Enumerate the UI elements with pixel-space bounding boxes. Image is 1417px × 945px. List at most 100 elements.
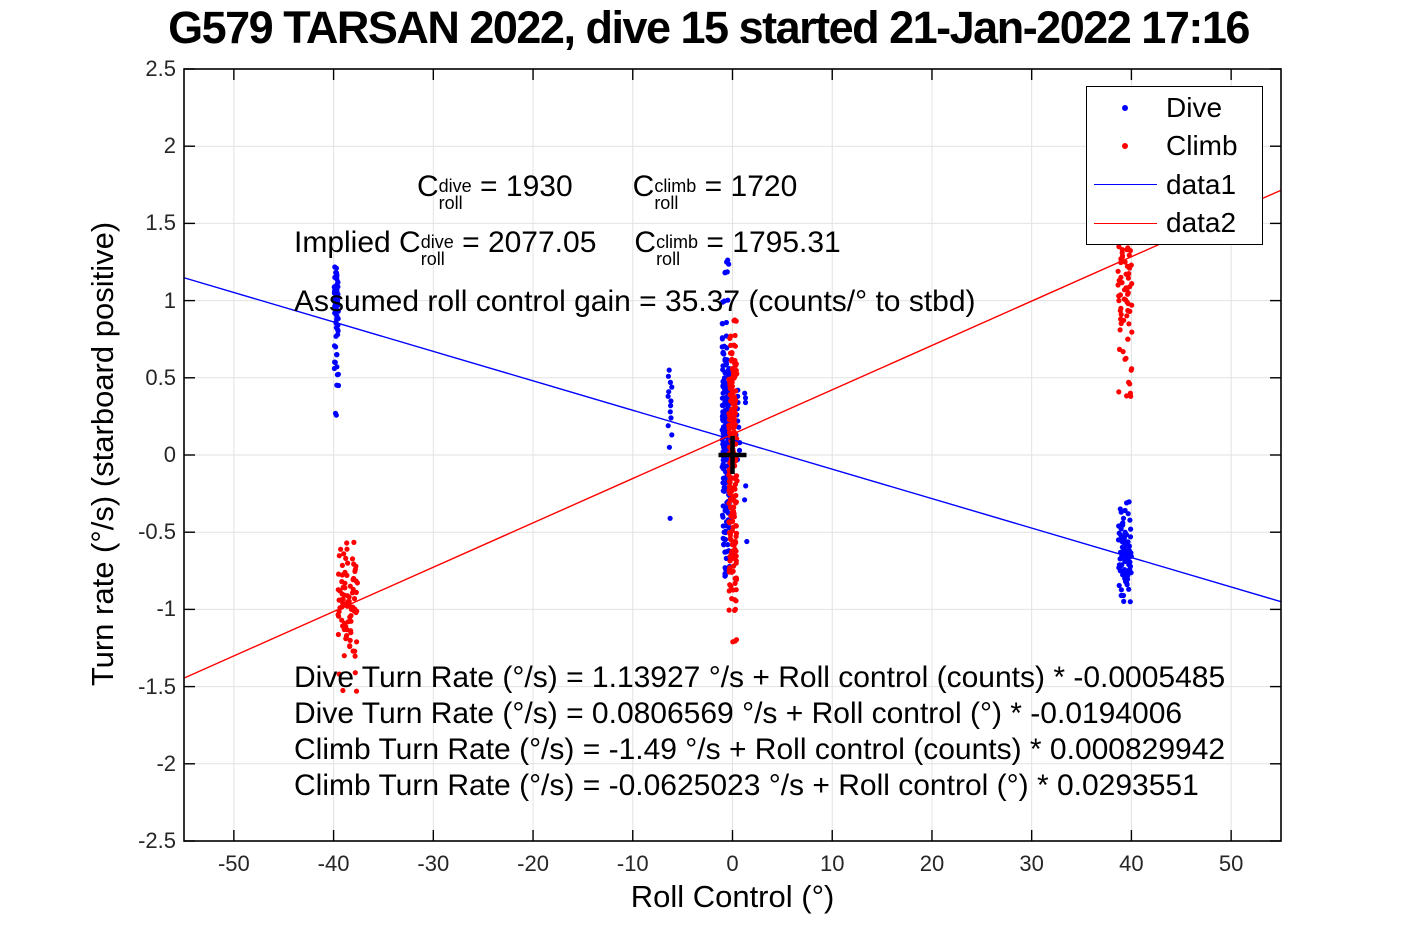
- scatter-dot-climb: [732, 555, 738, 561]
- scatter-dot-climb: [340, 687, 346, 694]
- scatter-dot-dive: [1119, 562, 1125, 568]
- scatter-dot-dive: [667, 379, 674, 385]
- scatter-dot-climb: [343, 635, 349, 641]
- scatter-dot-dive: [1120, 515, 1127, 521]
- scatter-dot-dive: [722, 573, 728, 579]
- scatter-dot-climb: [732, 638, 738, 644]
- scatter-dot-dive: [1119, 544, 1125, 550]
- scatter-dot-dive: [725, 257, 731, 263]
- scatter-dot-climb: [352, 568, 358, 575]
- scatter-dot-dive: [1127, 559, 1133, 565]
- scatter-dot-dive: [723, 362, 729, 368]
- scatter-dot-climb: [345, 619, 351, 625]
- scatter-dot-dive: [1118, 526, 1124, 532]
- scatter-dot-dive: [1123, 532, 1130, 538]
- x-tick-label: 30: [1019, 851, 1044, 876]
- subscript: roll: [654, 193, 679, 213]
- scatter-dot-climb: [352, 670, 358, 676]
- annotation-text: = 1795.31: [698, 226, 841, 259]
- legend-item-dive: Dive: [1093, 90, 1262, 126]
- superscript: dive: [420, 232, 454, 252]
- scatter-dot-climb: [730, 368, 737, 375]
- x-tick-label: 20: [919, 851, 945, 876]
- scatter-dot-dive: [1128, 526, 1134, 532]
- scatter-dot-dive: [720, 378, 726, 385]
- scatter-dot-climb: [729, 504, 736, 510]
- scatter-dot-climb: [341, 551, 347, 557]
- scatter-dot-dive: [334, 382, 340, 388]
- x-tick-label: 10: [819, 851, 845, 876]
- scatter-dot-climb: [733, 540, 739, 546]
- scatter-dot-climb: [1125, 275, 1131, 281]
- scatter-dot-climb: [728, 513, 734, 519]
- scatter-dot-dive: [1127, 517, 1133, 523]
- scatter-dot-climb: [1125, 336, 1131, 342]
- scatter-dot-dive: [722, 358, 728, 364]
- scatter-dot-dive: [334, 289, 340, 295]
- scatter-dot-climb: [733, 499, 740, 505]
- y-tick-label: 2.5: [145, 56, 176, 81]
- scatter-dot-climb: [728, 409, 735, 415]
- scatter-dot-climb: [335, 587, 341, 593]
- scatter-dot-climb: [336, 671, 342, 677]
- x-tick-label: -50: [217, 851, 250, 876]
- scatter-dot-dive: [332, 264, 338, 270]
- scatter-dot-dive: [725, 542, 731, 548]
- scatter-dot-climb: [1129, 366, 1135, 372]
- scatter-dot-climb: [344, 593, 350, 599]
- scatter-dot-dive: [1126, 586, 1132, 592]
- scatter-dot-dive: [1118, 587, 1124, 593]
- legend-label: data2: [1166, 207, 1237, 239]
- scatter-dot-climb: [336, 553, 342, 559]
- scatter-dot-dive: [742, 395, 749, 401]
- annotation-text: = 2077.05: [453, 226, 597, 259]
- subscript: roll: [656, 249, 681, 269]
- scatter-dot-climb: [1129, 329, 1135, 335]
- scatter-dot-climb: [353, 688, 360, 694]
- annotation-roll-gain: Assumed roll control gain = 35.37 (count…: [294, 285, 976, 318]
- scatter-dot-climb: [729, 350, 735, 356]
- scatter-dot-dive: [723, 445, 729, 451]
- scatter-dot-climb: [1115, 282, 1121, 288]
- scatter-dot-climb: [351, 596, 358, 602]
- scatter-dot-climb: [730, 568, 736, 574]
- scatter-dot-dive: [720, 384, 726, 390]
- scatter-dot-dive: [669, 432, 675, 438]
- scatter-dot-dive: [1122, 558, 1128, 565]
- annotation-text: = 1930: [471, 170, 573, 203]
- sup-sub-script: dive roll: [420, 232, 454, 268]
- scatter-dot-climb: [733, 473, 739, 479]
- equation-climb-counts: Climb Turn Rate (°/s) = -1.49 °/s + Roll…: [294, 733, 1226, 766]
- scatter-dot-climb: [1117, 292, 1123, 298]
- superscript: climb: [654, 176, 697, 196]
- scatter-dot-climb: [1117, 327, 1123, 333]
- scatter-dot-dive: [335, 308, 341, 314]
- scatter-dot-climb: [1117, 308, 1123, 314]
- scatter-dot-climb: [732, 332, 738, 339]
- annotation-text: C: [632, 170, 655, 203]
- scatter-dot-climb: [1116, 244, 1122, 250]
- scatter-dot-climb: [734, 478, 740, 484]
- scatter-dot-dive: [723, 319, 730, 326]
- scatter-dot-climb: [347, 614, 353, 620]
- scatter-dot-climb: [1126, 321, 1132, 327]
- line-glyph: [1093, 222, 1157, 224]
- scatter-dot-climb: [731, 375, 737, 381]
- scatter-dot-dive: [722, 269, 728, 275]
- scatter-dot-climb: [727, 484, 733, 490]
- legend-label: data1: [1166, 168, 1237, 200]
- scatter-dot-climb: [1127, 248, 1133, 254]
- scatter-dot-dive: [720, 349, 726, 355]
- scatter-dot-climb: [732, 607, 738, 614]
- scatter-dot-climb: [339, 562, 345, 569]
- scatter-dot-dive: [723, 529, 729, 536]
- scatter-dot-climb: [352, 653, 358, 659]
- y-tick-label: 0: [163, 442, 176, 467]
- scatter-dot-climb: [727, 558, 733, 564]
- scatter-dot-climb: [351, 561, 357, 567]
- legend-item-data2: data2: [1093, 205, 1262, 241]
- scatter-dot-climb: [728, 489, 735, 495]
- scatter-dot-climb: [727, 474, 733, 480]
- equations-block: Dive Turn Rate (°/s) = 1.13927 °/s + Rol…: [294, 660, 1225, 804]
